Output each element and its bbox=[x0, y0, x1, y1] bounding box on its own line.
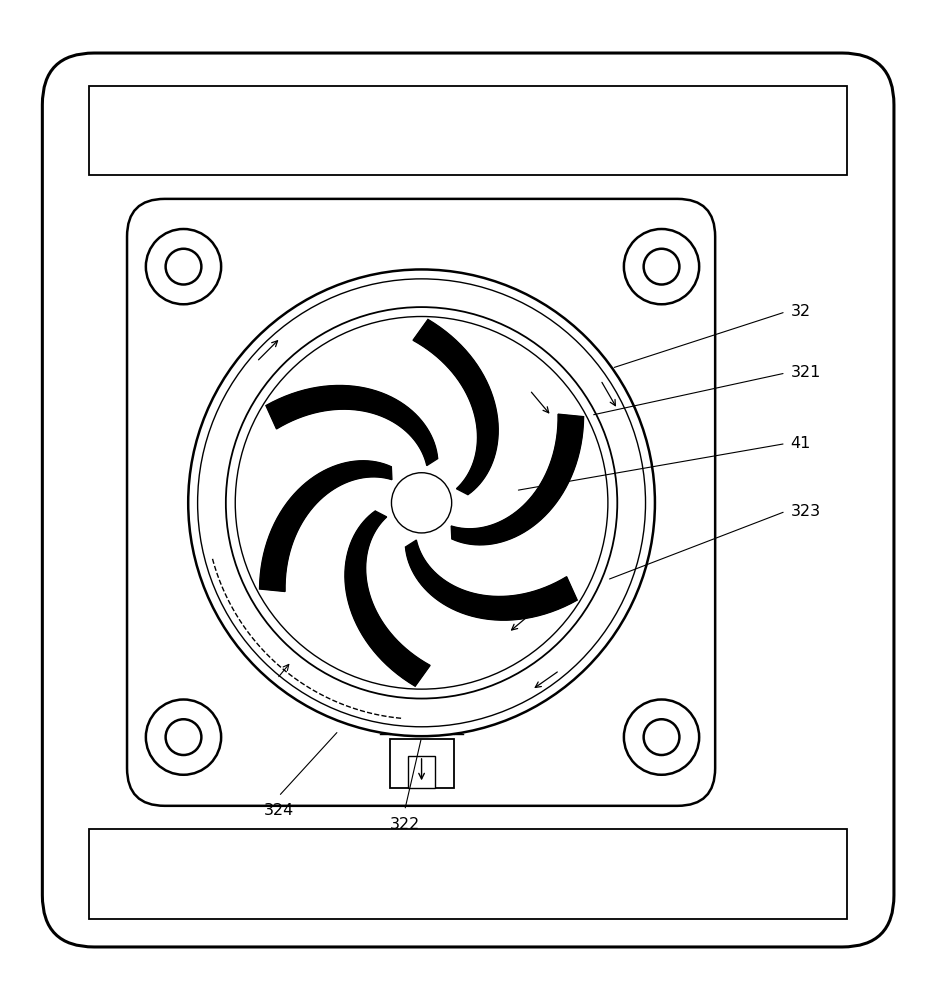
Circle shape bbox=[644, 249, 679, 285]
Circle shape bbox=[166, 719, 201, 755]
Bar bbox=[390, 739, 454, 788]
Circle shape bbox=[146, 699, 221, 775]
Circle shape bbox=[624, 699, 699, 775]
Circle shape bbox=[226, 307, 617, 699]
Text: 324: 324 bbox=[263, 803, 294, 818]
FancyBboxPatch shape bbox=[127, 199, 715, 806]
FancyBboxPatch shape bbox=[42, 53, 894, 947]
Circle shape bbox=[624, 229, 699, 304]
Polygon shape bbox=[266, 386, 438, 466]
Bar bbox=[89, 829, 847, 919]
Polygon shape bbox=[413, 319, 498, 495]
Bar bbox=[408, 756, 435, 788]
Text: 41: 41 bbox=[790, 436, 811, 451]
Text: 323: 323 bbox=[790, 504, 821, 519]
Circle shape bbox=[188, 269, 655, 736]
Circle shape bbox=[391, 473, 452, 533]
Polygon shape bbox=[406, 540, 577, 620]
Circle shape bbox=[644, 719, 679, 755]
Circle shape bbox=[146, 229, 221, 304]
Polygon shape bbox=[345, 511, 430, 686]
Text: 321: 321 bbox=[790, 365, 821, 380]
Circle shape bbox=[166, 249, 201, 285]
Bar bbox=[89, 86, 847, 175]
Polygon shape bbox=[452, 414, 583, 545]
Text: 32: 32 bbox=[790, 304, 810, 319]
Text: 322: 322 bbox=[390, 817, 420, 832]
Polygon shape bbox=[260, 461, 391, 591]
